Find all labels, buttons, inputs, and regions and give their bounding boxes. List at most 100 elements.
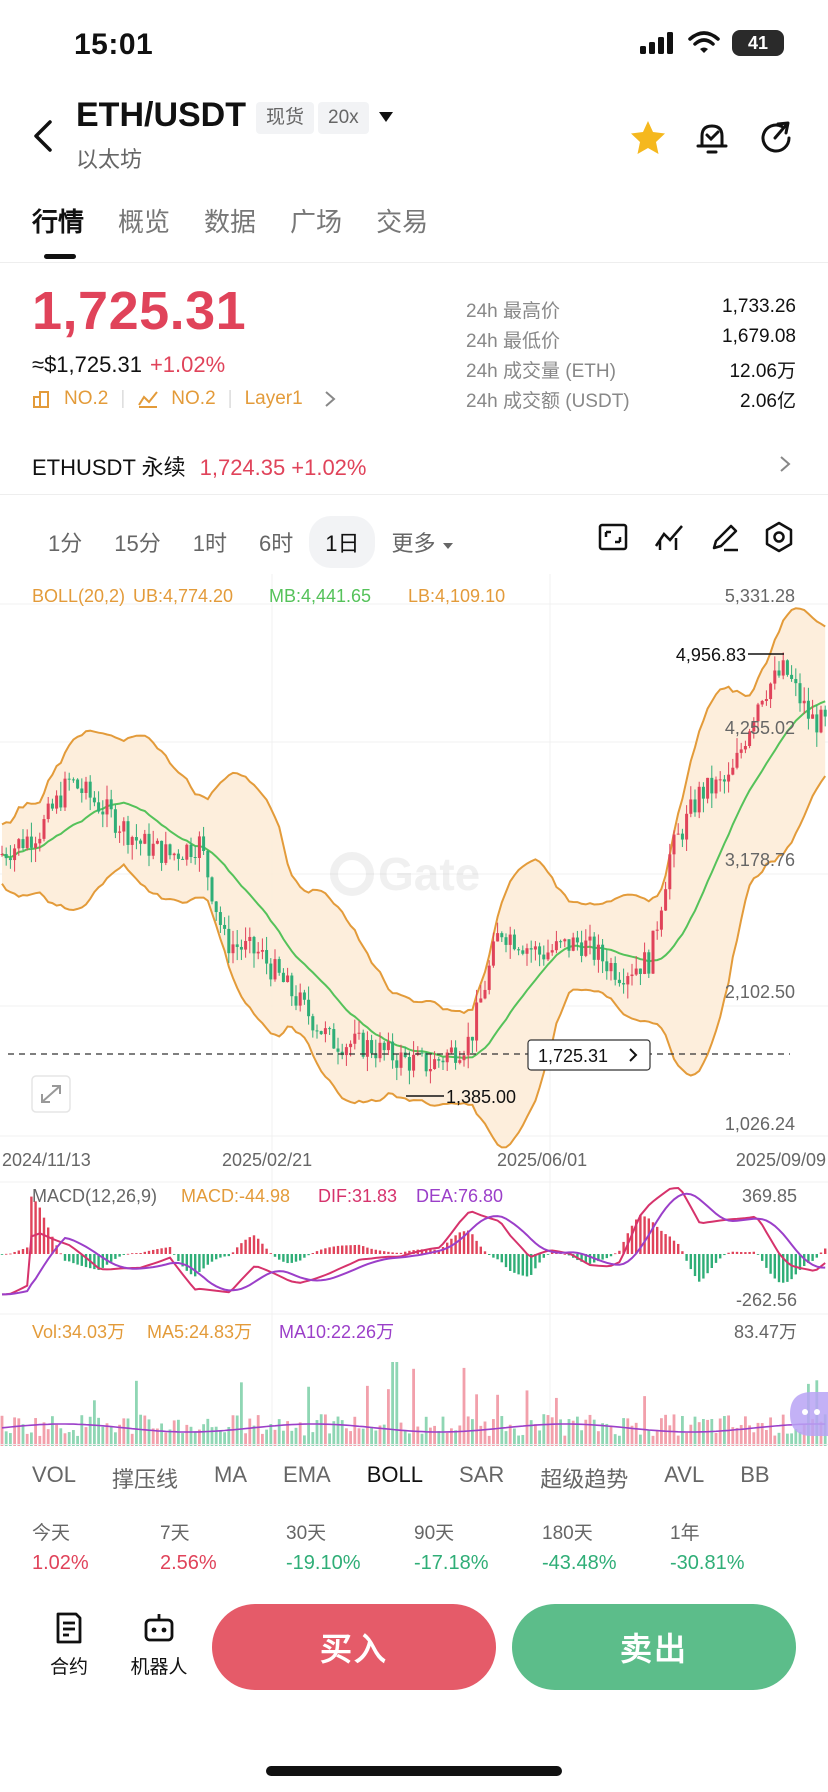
time-tab-more[interactable]: 更多 [375,516,469,568]
assistant-bubble-icon[interactable] [790,1392,828,1436]
bell-icon[interactable] [692,118,732,158]
candle-body [491,941,495,966]
macd-bar [139,1253,142,1254]
ind-tab-ma[interactable]: MA [214,1462,248,1487]
macd-bar [462,1231,466,1254]
leverage-badge[interactable]: 20x [318,102,369,134]
candle-body [496,933,500,942]
market-cap-rank: NO.2 [64,388,109,409]
y-label-4: 2,102.50 [725,982,795,1002]
macd-bar [727,1252,730,1254]
rank-row[interactable]: NO.2 | NO.2 | Layer1 [32,388,337,410]
ind-tab-avl[interactable]: AVL [664,1462,705,1487]
draw-pen-icon[interactable] [708,520,742,554]
volume-bar [248,1418,252,1446]
tab-market[interactable]: 行情 [32,207,85,237]
candle-body [718,779,722,781]
candle-body [752,721,756,732]
macd-bar [303,1254,306,1258]
candle-body [139,840,143,844]
macd-bar [488,1254,491,1256]
candle-body [651,930,655,974]
star-icon[interactable] [628,118,668,158]
stat-high-label: 24h 最高价 [466,301,560,322]
indicator-icon[interactable] [652,520,686,554]
candle-body [55,795,59,809]
candle-body [97,802,101,812]
tab-trade[interactable]: 交易 [376,207,429,237]
ind-tab-vol[interactable]: VOL [32,1462,77,1487]
macd-bar [366,1247,369,1254]
volume-bar [244,1433,247,1446]
macd-bar [740,1252,743,1254]
ind-tab-sr[interactable]: 撑压线 [112,1467,179,1492]
candle-body [332,1029,336,1049]
ind-tab-bb[interactable]: BB [740,1462,770,1487]
settings-icon[interactable] [762,520,796,554]
candle-body [273,959,277,980]
macd-bar [215,1254,218,1260]
ind-tab-boll[interactable]: BOLL [366,1462,423,1487]
candle-body [756,704,760,722]
macd-bar [773,1254,776,1279]
volume-bar [668,1425,672,1446]
expand-icon[interactable] [31,1075,71,1113]
macd-bar [656,1226,659,1254]
volume-bar [139,1414,142,1446]
macd-bar [147,1250,151,1254]
volume-bar [307,1386,310,1446]
current-price-tag[interactable]: 1,725.31 [527,1039,651,1071]
chart-area[interactable]: Gate BOLL(20,2) UB:4,774.20 MB:4,441.65 … [0,574,828,1446]
perp-row[interactable]: ETHUSDT 永续 1,724.35 +1.02% [32,450,366,482]
volume-bar [752,1432,756,1446]
candle-body [630,974,634,977]
stat-high-value: 1,733.26 [722,296,796,317]
candle-body [697,786,701,813]
volume-bar [710,1418,714,1446]
ind-tab-ema[interactable]: EMA [283,1462,331,1487]
macd-bar [479,1246,482,1254]
volume-bar [252,1425,256,1446]
sell-button[interactable]: 卖出 [512,1604,796,1690]
time-tab-1d[interactable]: 1日 [309,516,376,568]
candle-body [643,952,647,974]
candle-body [143,833,147,844]
ind-tab-supertrend[interactable]: 超级趋势 [540,1467,629,1492]
stat-volume-label: 24h 成交量 (ETH) [466,361,616,382]
caret-down-icon[interactable] [378,110,394,124]
tab-data[interactable]: 数据 [204,207,257,237]
robot-icon [144,1614,174,1642]
volume-bar [483,1421,487,1446]
volume-bar [542,1414,546,1446]
contract-nav[interactable]: 合约 [24,1610,114,1679]
time-tab-1h[interactable]: 1时 [192,531,227,556]
tab-square[interactable]: 广场 [290,207,343,237]
macd-bar [761,1254,764,1261]
macd-bar [72,1254,75,1264]
candle-body [71,779,75,781]
volume-rank: NO.2 [171,388,216,409]
bot-nav[interactable]: 机器人 [114,1610,204,1679]
candle-body [118,831,122,833]
tab-overview[interactable]: 概览 [118,207,171,237]
volume-bar [366,1385,369,1446]
candle-body [483,989,487,999]
buy-button[interactable]: 买入 [212,1604,496,1690]
volume-bar [25,1433,29,1446]
volume-bar [521,1434,525,1446]
macd-bar [819,1252,823,1254]
ind-tab-sar[interactable]: SAR [459,1462,505,1487]
candle-body [626,976,630,985]
time-tab-1m[interactable]: 1分 [48,531,83,556]
volume-ma-line [1,1423,826,1433]
fullscreen-chart-icon[interactable] [596,520,630,554]
share-icon[interactable] [756,118,796,158]
macd-bar [168,1247,172,1254]
volume-bar [311,1432,315,1446]
candle-body [504,937,508,945]
chevron-right-icon[interactable] [778,454,792,474]
volume-bar [164,1432,168,1446]
time-tab-6h[interactable]: 6时 [258,531,294,556]
back-icon[interactable] [28,116,60,156]
time-tab-15m[interactable]: 15分 [114,531,161,556]
